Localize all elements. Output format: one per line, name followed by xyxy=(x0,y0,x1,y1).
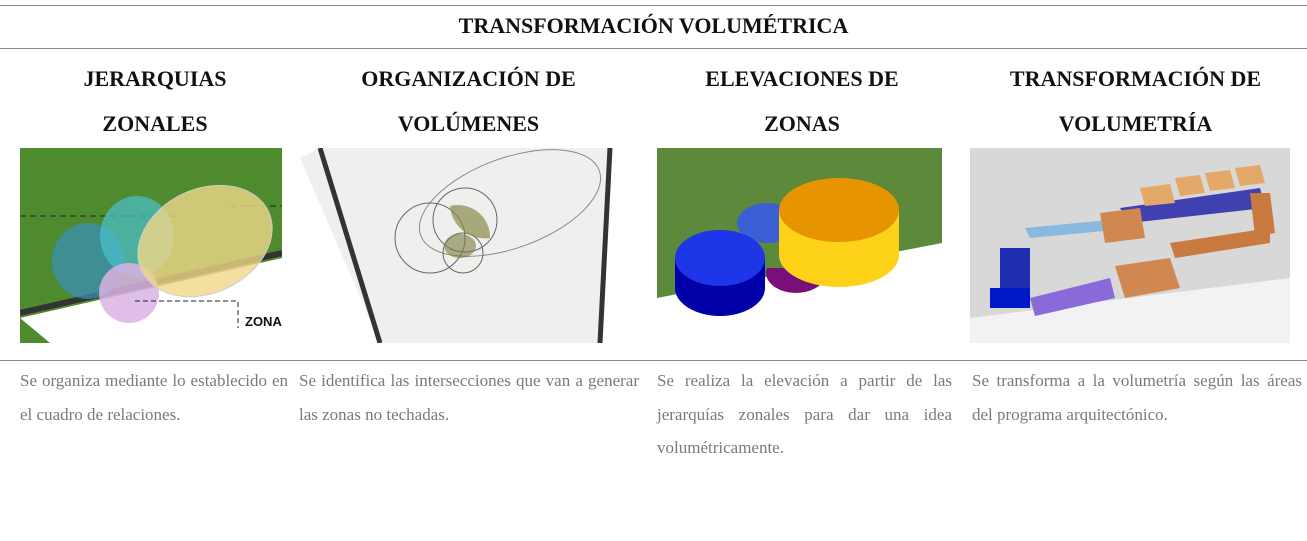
heading-line: ZONALES xyxy=(102,111,208,136)
heading-line: ORGANIZACIÓN DE xyxy=(361,66,576,91)
heading-line: ZONAS xyxy=(764,111,840,136)
heading-line: TRANSFORMACIÓN DE xyxy=(1009,66,1262,91)
image-label: ZONA xyxy=(245,314,282,329)
column-description: Se realiza la elevación a partir de las … xyxy=(657,371,952,457)
zoning-image: ZONA xyxy=(20,148,282,343)
elevations-image xyxy=(657,148,942,343)
column-description: Se organiza mediante lo establecido en e… xyxy=(20,371,288,424)
column-description: Se transforma a la volumetría según las … xyxy=(972,371,1302,424)
rule xyxy=(0,5,1307,6)
rule xyxy=(0,360,1307,361)
heading-line: VOLUMETRÍA xyxy=(1058,111,1213,136)
heading-line: ELEVACIONES DE xyxy=(705,66,899,91)
column-description: Se identifica las intersecciones que van… xyxy=(299,371,639,424)
column-heading: TRANSFORMACIÓN DE VOLUMETRÍA xyxy=(968,56,1303,146)
column-heading: ORGANIZACIÓN DE VOLÚMENES xyxy=(296,56,641,146)
column-heading: ELEVACIONES DE ZONAS xyxy=(652,56,952,146)
table-title: TRANSFORMACIÓN VOLUMÉTRICA xyxy=(458,13,849,38)
column-heading: JERARQUIAS ZONALES xyxy=(20,56,290,146)
heading-line: VOLÚMENES xyxy=(397,111,540,136)
volumetry-image xyxy=(970,148,1290,343)
rule xyxy=(0,48,1307,49)
volumes-image xyxy=(300,148,630,343)
heading-line: JERARQUIAS xyxy=(83,66,227,91)
